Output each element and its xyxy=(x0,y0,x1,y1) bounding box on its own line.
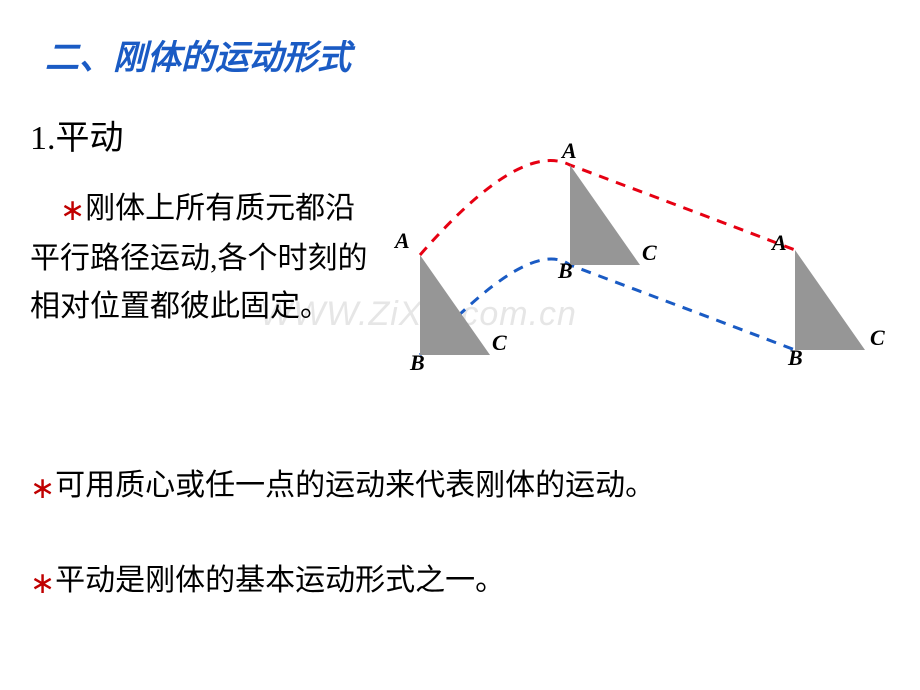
diagram-svg: A B C A B C A B C xyxy=(380,140,900,370)
paragraph-1: ∗刚体上所有质元都沿平行路径运动,各个时刻的相对位置都彼此固定。 xyxy=(30,185,370,331)
section-heading: 二、刚体的运动形式 xyxy=(45,30,351,79)
translation-diagram: A B C A B C A B C xyxy=(380,140,900,370)
svg-text:C: C xyxy=(870,325,885,350)
svg-text:A: A xyxy=(393,228,410,253)
slide-root: WWW.ZiXin.com.cn 二、刚体的运动形式 1.平动 ∗刚体上所有质元… xyxy=(0,0,920,690)
paragraph-2: ∗可用质心或任一点的运动来代表刚体的运动。 xyxy=(30,460,655,506)
asterisk-icon: ∗ xyxy=(45,187,85,235)
svg-text:C: C xyxy=(642,240,657,265)
svg-text:B: B xyxy=(409,350,425,370)
subheading-1: 1.平动 xyxy=(30,110,124,159)
svg-text:A: A xyxy=(770,230,787,255)
svg-text:C: C xyxy=(492,330,507,355)
paragraph-2-text: 可用质心或任一点的运动来代表刚体的运动。 xyxy=(55,469,655,502)
svg-text:A: A xyxy=(560,140,577,163)
section-heading-text: 二、刚体的运动形式 xyxy=(45,40,351,77)
svg-text:B: B xyxy=(557,258,573,283)
asterisk-icon: ∗ xyxy=(30,566,55,601)
paragraph-3: ∗平动是刚体的基本运动形式之一。 xyxy=(30,555,505,601)
asterisk-icon: ∗ xyxy=(30,471,55,506)
subheading-1-text: 1.平动 xyxy=(30,120,124,157)
svg-text:B: B xyxy=(787,345,803,370)
paragraph-3-text: 平动是刚体的基本运动形式之一。 xyxy=(55,564,505,597)
